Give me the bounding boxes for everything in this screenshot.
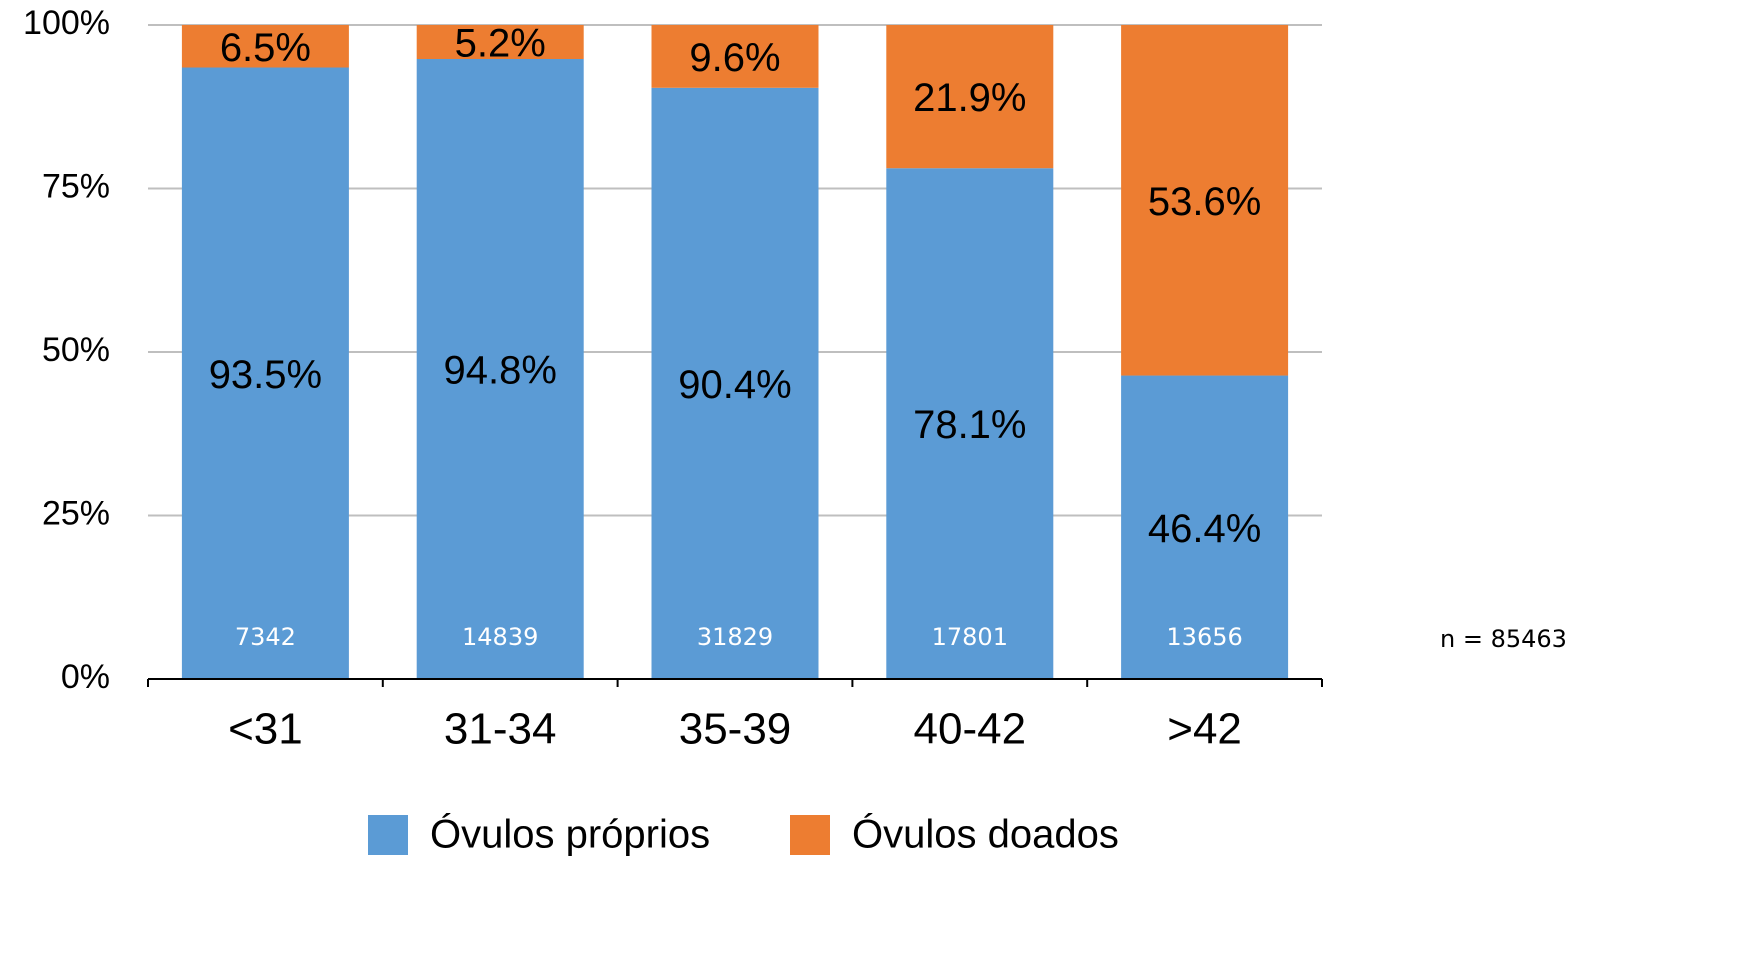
value-label: 46.4% <box>1148 507 1261 551</box>
x-tick-label: 40-42 <box>914 705 1027 754</box>
x-tick-label: >42 <box>1167 705 1242 754</box>
y-tick-label: 0% <box>61 658 110 696</box>
legend-swatch <box>368 815 408 855</box>
value-label: 21.9% <box>913 76 1026 120</box>
value-label: 6.5% <box>220 26 311 70</box>
y-tick-label: 100% <box>23 4 110 42</box>
value-label: 9.6% <box>689 36 780 80</box>
legend-label: Óvulos próprios <box>430 812 710 857</box>
count-label: 17801 <box>932 623 1008 651</box>
bar-segment <box>181 25 349 68</box>
x-tick-label: 31-34 <box>444 705 557 754</box>
value-label: 5.2% <box>455 22 546 66</box>
count-label: 31829 <box>697 623 773 651</box>
annotation: n = 85463 <box>1440 625 1567 653</box>
bar-segment <box>1121 375 1289 679</box>
count-label: 7342 <box>235 623 296 651</box>
y-tick-label: 50% <box>42 331 110 369</box>
count-label: 13656 <box>1166 623 1242 651</box>
bar-segment <box>886 25 1054 169</box>
y-tick-label: 75% <box>42 167 110 205</box>
value-label: 94.8% <box>443 349 556 393</box>
legend-swatch <box>790 815 830 855</box>
bar-segment <box>416 25 584 60</box>
bar-segment <box>886 168 1054 679</box>
value-label: 93.5% <box>209 353 322 397</box>
legend-label: Óvulos doados <box>852 812 1119 857</box>
value-label: 90.4% <box>678 363 791 407</box>
bar-segment <box>1121 25 1289 376</box>
bar-segment <box>181 67 349 679</box>
x-tick-label: 35-39 <box>679 705 792 754</box>
value-label: 78.1% <box>913 403 1026 447</box>
y-tick-label: 25% <box>42 494 110 532</box>
x-tick-label: <31 <box>228 705 303 754</box>
value-label: 53.6% <box>1148 180 1261 224</box>
bar-segment <box>651 87 819 679</box>
count-label: 14839 <box>462 623 538 651</box>
bar-segment <box>416 59 584 680</box>
bar-segment <box>651 25 819 88</box>
